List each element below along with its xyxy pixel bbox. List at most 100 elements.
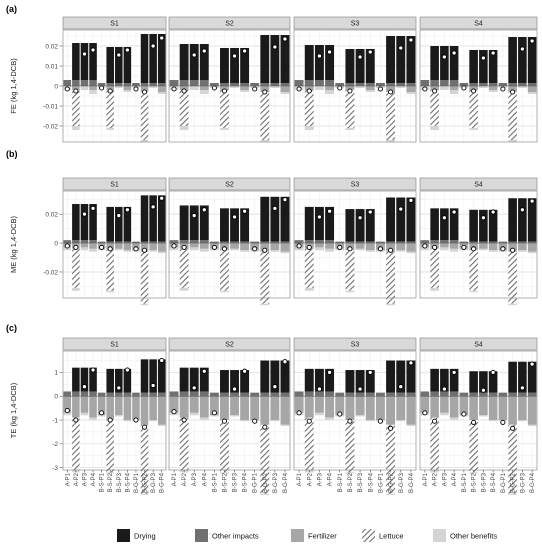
plot-background (420, 351, 537, 470)
facet-strip-label: S4 (474, 342, 483, 349)
bar-other-benefits (527, 424, 537, 426)
net-impact-point (124, 207, 130, 213)
bar-fertilizer (80, 243, 89, 248)
x-tick-label: B-S-P4 (491, 472, 497, 492)
y-tick-label: 0 (54, 394, 58, 401)
bar-other-benefits (406, 251, 416, 254)
x-tick-label: A-P2 (182, 472, 188, 486)
net-impact-point (316, 214, 322, 220)
bar-fertilizer (230, 243, 239, 249)
bar-fertilizer (140, 396, 149, 425)
bar-drying (80, 43, 89, 80)
bar-other-benefits (396, 250, 406, 252)
y-tick-label: -3 (52, 465, 58, 472)
bar-lettuce (220, 250, 229, 291)
bar-other-benefits (230, 86, 239, 88)
bar-drying (80, 367, 89, 392)
x-tick-label: B-G-P1 (134, 472, 140, 493)
bar-drying (140, 195, 149, 242)
bar-drying (89, 43, 97, 80)
bar-drying (220, 208, 229, 242)
bar-fertilizer (270, 243, 280, 251)
bar-fertilizer (488, 86, 498, 90)
bar-drying (469, 371, 478, 393)
net-impact-point (327, 49, 333, 55)
net-impact-point (432, 244, 438, 250)
bar-drying (440, 368, 449, 392)
bar-lettuce (140, 424, 149, 494)
net-impact-point (432, 88, 438, 94)
x-tick-label: A-P1 (65, 472, 71, 486)
bar-other-benefits (189, 86, 199, 90)
bar-drying (304, 45, 314, 80)
y-axis-label: FE (kg 1,4-DCB) (9, 58, 18, 114)
net-impact-point (124, 367, 130, 373)
facet-strip (419, 177, 538, 191)
net-impact-point (90, 205, 96, 211)
legend-label: Other impacts (212, 532, 259, 541)
bar-other-benefits (169, 247, 179, 251)
bar-drying (106, 206, 114, 242)
bar-fertilizer (430, 396, 439, 418)
net-impact-point (73, 417, 79, 423)
bar-drying (106, 47, 114, 83)
bar-other-impacts (314, 80, 324, 86)
bar-drying (304, 368, 314, 392)
bar-drying (314, 206, 324, 241)
bar-other-impacts (270, 392, 280, 397)
net-impact-point (510, 425, 516, 431)
bar-fertilizer (365, 396, 375, 421)
bar-other-benefits (199, 417, 209, 421)
bar-fertilizer (106, 86, 114, 90)
y-tick-label: -0.01 (43, 103, 58, 110)
bar-drying (527, 198, 537, 242)
plot-border (62, 190, 167, 299)
bar-lettuce (260, 251, 270, 304)
facet-strip (293, 337, 417, 351)
bar-other-impacts (449, 80, 459, 86)
bar-other-benefits (314, 247, 324, 251)
bar-drying (430, 208, 439, 241)
bar-other-benefits (469, 128, 478, 130)
bar-drying (149, 195, 157, 242)
bar-other-benefits (386, 493, 396, 495)
bar-drying (157, 359, 166, 393)
bar-other-impacts (169, 391, 179, 397)
y-tick-label: 0 (54, 83, 58, 90)
net-impact-point (159, 357, 165, 364)
bar-drying (199, 44, 209, 80)
y-tick-label: 1 (54, 370, 58, 377)
bar-other-impacts (345, 241, 355, 244)
bar-other-impacts (189, 240, 199, 244)
bar-other-benefits (80, 247, 89, 251)
net-impact-point (191, 52, 197, 58)
net-impact-point (510, 89, 516, 95)
bar-lettuce (106, 90, 114, 128)
x-tick-label: B-S-P4 (125, 472, 131, 492)
plot-border (62, 350, 167, 471)
net-impact-point (90, 47, 96, 53)
x-tick-label: A-P4 (202, 472, 208, 486)
bar-drying (157, 34, 166, 83)
bar-other-benefits (325, 417, 335, 421)
bar-fertilizer (106, 396, 114, 421)
bar-fertilizer (199, 243, 209, 249)
facet-s3: S3 A-P1 A-P2 A-P3 A-P4 B-S-P1 B-S-P2 B-S-P3 B-S-… (293, 337, 417, 495)
bar-other-benefits (270, 86, 280, 88)
bar-other-benefits (294, 247, 304, 251)
bar-other-impacts (106, 83, 114, 86)
facet-s4: S4 (419, 177, 538, 306)
bar-other-benefits (80, 86, 89, 90)
bar-fertilizer (169, 396, 179, 413)
bar-drying (430, 46, 439, 80)
bar-drying (72, 367, 80, 392)
bar-other-impacts (469, 83, 478, 86)
net-impact-point (141, 247, 148, 253)
bar-fertilizer (440, 243, 449, 248)
bar-lettuce (345, 90, 355, 128)
net-impact-point (141, 424, 148, 430)
bar-other-impacts (123, 392, 132, 397)
bar-lettuce (469, 250, 478, 291)
x-tick-label: B-S-P3 (358, 472, 364, 492)
bar-other-benefits (479, 86, 488, 88)
